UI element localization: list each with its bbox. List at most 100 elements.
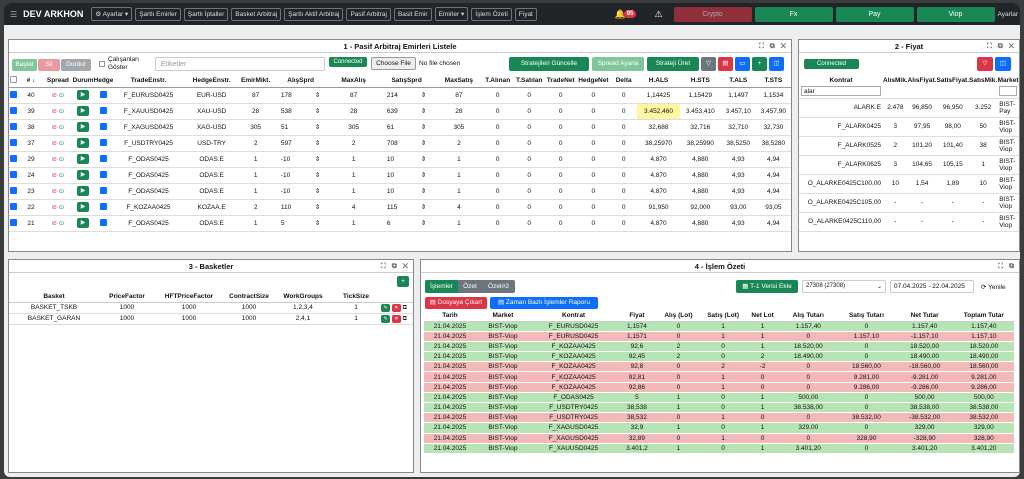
col-net-tutar[interactable]: Net Tutar xyxy=(895,311,954,322)
edit-icon[interactable]: ✎ xyxy=(381,303,390,312)
start-icon[interactable]: ⊙ xyxy=(58,92,65,99)
table-row[interactable]: 40 ⊘ ⊙ ▶ F_EURUSD0425 EUR-USD 87 178 ⇕ 87 214 ⇕ 87 0… xyxy=(9,87,791,104)
tab-ozet2[interactable]: Özet#2 xyxy=(488,283,509,290)
col-kontrat[interactable]: Kontrat xyxy=(829,76,853,84)
row-checkbox[interactable] xyxy=(10,170,18,178)
zaman-bazli-rapor-button[interactable]: ▤ Zaman Bazlı İşlemler Raporu xyxy=(490,297,598,309)
filter-icon[interactable]: ▽ xyxy=(701,57,716,71)
hedge-checkbox[interactable] xyxy=(99,106,107,114)
col-alis-tutari[interactable]: Alış Tutarı xyxy=(779,311,838,322)
table-row[interactable]: 21.04.2025 BIST-Viop F_KOZAA0425 92,45 2 0 2 18… xyxy=(424,351,1014,363)
tab-islemler[interactable]: İşlemler xyxy=(425,280,458,293)
row-checkbox[interactable] xyxy=(10,122,18,130)
settings-link[interactable]: Ayarlar xyxy=(997,10,1018,18)
spread-stepper[interactable]: 10 ⇕ xyxy=(377,151,436,168)
col-t-alinan[interactable]: T.Alınan xyxy=(482,75,514,88)
t1-verisi-ekle-button[interactable]: ▦ T-1 Verisi Ekle xyxy=(736,280,798,293)
spread-stepper[interactable]: 115 ⇕ xyxy=(377,199,436,216)
col-trade-net[interactable]: TradeNet xyxy=(544,75,577,88)
play-icon[interactable]: ▶ xyxy=(77,202,89,212)
nav-sartli-emirler[interactable]: Şartlı Emirler xyxy=(135,7,181,21)
stop-icon[interactable]: ⊘ xyxy=(51,140,57,147)
nav-sartli-aktif-arbitraj[interactable]: Şartlı Aktif Arbitraj xyxy=(284,7,344,21)
col-alis-lot[interactable]: Alış (Lot) xyxy=(656,311,701,322)
stop-icon[interactable]: ⊘ xyxy=(51,108,57,115)
col-satis-tutari[interactable]: Satış Tutarı xyxy=(837,311,896,322)
spread-stepper[interactable]: 214 ⇕ xyxy=(377,87,436,104)
table-row[interactable]: 24 ⊘ ⊙ ▶ F_ODAS0425 ODAS.E 1 -10 ⇕ 1 10 ⇕ 1 0 0 0 0 0 4,8… xyxy=(9,167,791,184)
stepper-arrows-icon[interactable]: ⇕ xyxy=(420,108,427,115)
spread-stepper[interactable]: -10 ⇕ xyxy=(271,151,330,168)
table-row[interactable]: 22 ⊘ ⊙ ▶ F_KOZAA0425 KOZAA.E 2 110 ⇕ 4 115 ⇕ 4 0 0 0 0 0… xyxy=(9,199,791,216)
yenile-button[interactable]: ⟳ Yenile xyxy=(981,284,1006,291)
col-t-als[interactable]: T.ALS xyxy=(720,75,756,88)
market-filter-input[interactable] xyxy=(999,86,1017,97)
date-range-input[interactable]: 07.04.2025 - 22.04.2025 xyxy=(890,280,974,293)
col-spread[interactable]: Spread xyxy=(43,75,73,88)
spread-stepper[interactable]: 178 ⇕ xyxy=(271,87,330,104)
choose-file-button[interactable]: Choose File xyxy=(371,57,416,70)
col-t-sts[interactable]: T.STS xyxy=(755,75,791,88)
spread-stepper[interactable]: 639 ⇕ xyxy=(377,103,436,120)
stratejileri-guncelle-button[interactable]: Stratejileri Güncelle xyxy=(509,57,589,71)
durdur-button[interactable]: Durdur xyxy=(61,59,91,71)
col-t-satilan[interactable]: T.Satılan xyxy=(513,75,545,88)
hedge-checkbox[interactable] xyxy=(99,138,107,146)
pay-button[interactable]: Pay xyxy=(835,6,914,22)
table-row[interactable]: 21.04.2025 BIST-Viop F_XAGUSD0425 32,89 0 1 0 0… xyxy=(424,433,1014,444)
stop-icon[interactable]: ⊘ xyxy=(51,204,57,211)
list-item[interactable]: F_ALARK0525 2 101,20 101,40 38 BIST-Viop xyxy=(799,136,1019,156)
spread-stepper[interactable]: 110 ⇕ xyxy=(271,199,330,216)
stop-icon[interactable]: ⊘ xyxy=(51,156,57,163)
row-checkbox[interactable] xyxy=(10,202,18,210)
start-icon[interactable]: ⊙ xyxy=(58,140,65,147)
table-row[interactable]: 21.04.2025 BIST-Viop F_USDTRY0425 38,538 1 0 1… xyxy=(424,402,1014,414)
stepper-arrows-icon[interactable]: ⇕ xyxy=(314,140,321,147)
row-checkbox[interactable] xyxy=(10,154,18,162)
viop-button[interactable]: Viop xyxy=(916,6,995,22)
table-row[interactable]: 21.04.2025 BIST-Viop F_USDTRY0425 38,532 0 1 0… xyxy=(424,412,1014,424)
nav-basit-emir[interactable]: Basit Emir xyxy=(393,7,432,21)
play-icon[interactable]: ▶ xyxy=(77,138,89,148)
stepper-arrows-icon[interactable]: ⇕ xyxy=(420,188,427,195)
stepper-arrows-icon[interactable]: ⇕ xyxy=(420,204,427,211)
hedge-checkbox[interactable] xyxy=(99,218,107,226)
col-basket[interactable]: Basket xyxy=(43,292,65,300)
col-h-als[interactable]: H.ALS xyxy=(637,75,680,88)
row-checkbox[interactable] xyxy=(10,186,18,194)
table-row[interactable]: 21.04.2025 BIST-Viop F_KOZAA0425 92,81 0 1 0 0 9… xyxy=(424,371,1014,383)
window-controls-icon[interactable]: ⛶ ⧉ ✕ xyxy=(986,43,1016,50)
list-item[interactable]: F_ALARK0425 3 97,95 98,00 50 BIST-Viop xyxy=(799,117,1019,137)
stepper-arrows-icon[interactable]: ⇕ xyxy=(314,172,321,179)
columns-icon[interactable]: ◫ xyxy=(995,57,1011,71)
nav-pasif-arbitraj[interactable]: Pasif Arbitraj xyxy=(346,7,391,21)
spread-stepper[interactable]: 51 ⇕ xyxy=(271,119,330,136)
table-row[interactable]: 21.04.2025 BIST-Viop F_KOZAA0425 92,86 0 1 0 0 9… xyxy=(424,382,1014,393)
spread-stepper[interactable]: 708 ⇕ xyxy=(377,135,436,152)
play-icon[interactable]: ▶ xyxy=(77,106,89,116)
baslat-button[interactable]: Başlat xyxy=(12,59,37,71)
spread-stepper[interactable]: 10 ⇕ xyxy=(377,183,436,200)
col-trade-enstr[interactable]: TradeEnstr. xyxy=(113,75,184,88)
account-select[interactable]: 27308 (27308) ⌄ xyxy=(802,280,886,293)
play-icon[interactable]: ▶ xyxy=(77,170,89,180)
spread-stepper[interactable]: 61 ⇕ xyxy=(377,119,436,136)
list-item[interactable]: F_ALARK0625 3 104,65 105,15 1 BIST-Viop xyxy=(799,155,1019,175)
stepper-arrows-icon[interactable]: ⇕ xyxy=(314,108,321,115)
window-controls-icon[interactable]: ⛶ ⧉ ✕ xyxy=(380,263,410,270)
delete-icon[interactable]: ✕ xyxy=(391,314,401,323)
col-alis-sprd[interactable]: AlışSprd xyxy=(271,75,330,88)
nav-islem-ozeti[interactable]: İşlem Özeti xyxy=(471,7,512,21)
add-icon[interactable]: + xyxy=(752,57,767,71)
hedge-checkbox[interactable] xyxy=(99,122,107,130)
col-satis-mik[interactable]: SatısMik. xyxy=(969,76,998,84)
copy-icon[interactable]: ⧉ xyxy=(402,315,407,322)
select-all-checkbox[interactable] xyxy=(10,76,18,84)
col-hedge-enstr[interactable]: HedgeEnstr. xyxy=(183,75,240,88)
edit-icon[interactable]: ✎ xyxy=(381,314,390,323)
spread-stepper[interactable]: -10 ⇕ xyxy=(271,183,330,200)
col-satis-fiyat[interactable]: SatisFiyat. xyxy=(936,76,970,84)
play-icon[interactable]: ▶ xyxy=(77,186,89,196)
col-tick-size[interactable]: TickSize xyxy=(343,292,369,300)
menu-icon[interactable]: ☰ xyxy=(10,9,18,19)
